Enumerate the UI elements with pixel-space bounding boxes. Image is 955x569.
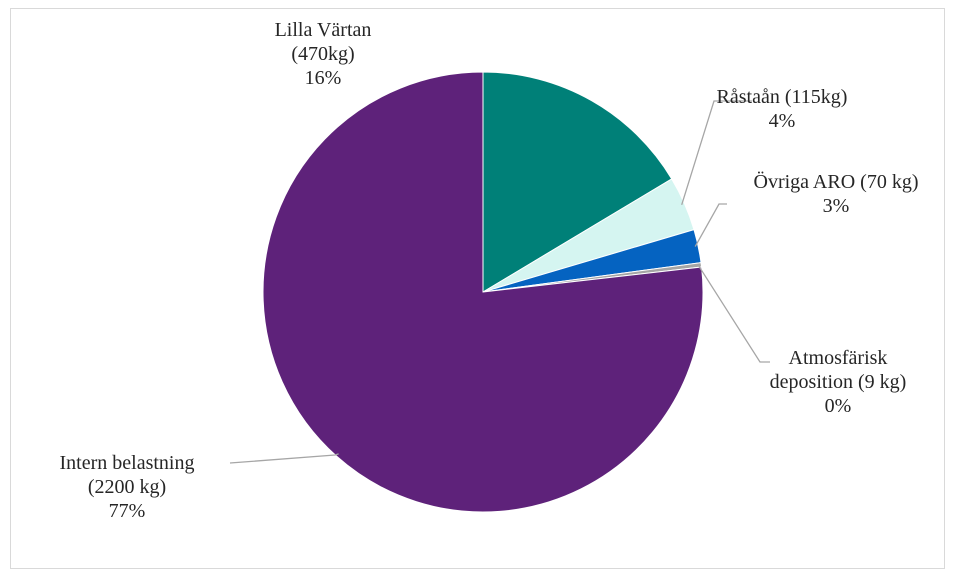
data-labels: Lilla Värtan (470kg) 16% Råstaån (115kg) 4% Ö… (60, 19, 919, 522)
data-label-rastaan: Råstaån (115kg) 4% (717, 86, 848, 132)
pie-slice-intern-belastning (262, 71, 704, 513)
data-label-line: (470kg) (291, 43, 354, 65)
leader-line-ovriga-aro (694, 203, 727, 247)
leader-line-rastaan (681, 100, 752, 205)
data-label-line: Lilla Värtan (275, 19, 372, 41)
data-label-atmosfarisk-deposition: Atmosfärisk deposition (9 kg) 0% (770, 347, 907, 417)
data-label-line: 3% (823, 195, 850, 217)
data-label-intern-belastning: Intern belastning (2200 kg) 77% (60, 452, 195, 522)
pie-slices (262, 71, 704, 513)
data-label-line: Övriga ARO (70 kg) (754, 170, 919, 193)
data-label-line: Råstaån (115kg) (717, 86, 848, 108)
pie-slice-lilla-vartan (482, 71, 673, 293)
leader-line-atmosfarisk-deposition (697, 264, 770, 363)
data-label-line: 16% (305, 67, 342, 89)
data-label-lilla-vartan: Lilla Värtan (470kg) 16% (275, 19, 372, 89)
data-label-line: 77% (109, 500, 146, 522)
data-label-line: Intern belastning (60, 452, 195, 474)
data-label-line: 0% (825, 395, 852, 417)
data-label-line: (2200 kg) (88, 476, 166, 498)
data-label-line: deposition (9 kg) (770, 371, 907, 393)
data-label-line: Atmosfärisk (789, 347, 888, 369)
data-label-ovriga-aro: Övriga ARO (70 kg) 3% (754, 170, 919, 217)
leader-line-intern-belastning (229, 453, 339, 464)
data-label-line: 4% (769, 110, 796, 132)
